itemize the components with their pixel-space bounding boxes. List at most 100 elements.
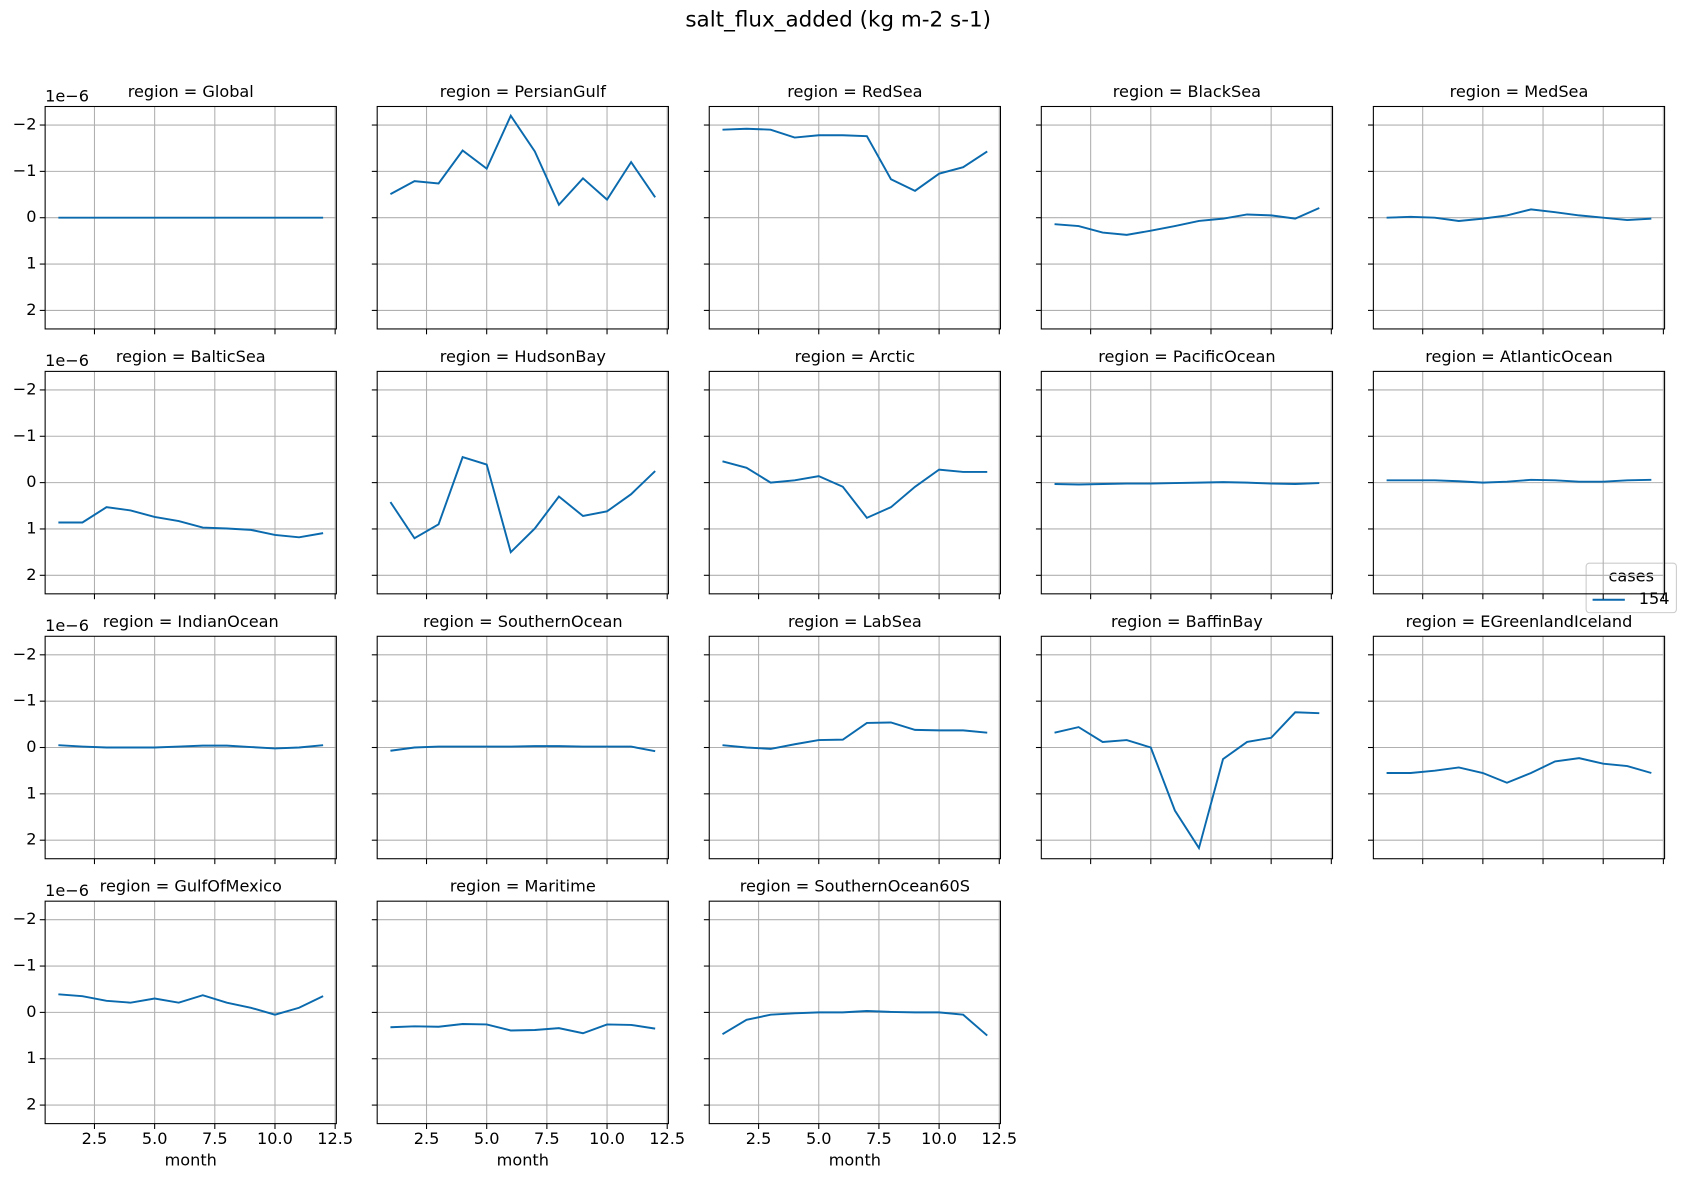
axes-frame [1040, 635, 1334, 860]
subplot: region = BlackSea [1035, 82, 1334, 335]
subplot-title: region = SouthernOcean [423, 612, 623, 631]
offset-text: 1e−6 [45, 351, 89, 370]
data-line [1054, 481, 1320, 486]
subplot: −2 −1 0 1 2 region = Global 1e−6 [13, 82, 337, 335]
x-axis-label: month [497, 1151, 549, 1170]
axes-frame [44, 900, 337, 1125]
subplot: region = PacificOcean [1035, 347, 1334, 600]
x-tick-label: 2.5 [82, 1129, 108, 1148]
x-tick-label: 5.0 [474, 1129, 500, 1148]
y-tick-label: 1 [26, 1048, 36, 1067]
y-tick-label: −2 [13, 644, 37, 663]
subplot: region = SouthernOcean [371, 612, 669, 865]
y-tick-label: 0 [26, 472, 36, 491]
subplot-title: region = GulfOfMexico [100, 877, 282, 896]
subplot-title: region = Global [128, 82, 254, 101]
y-tick-label: −1 [13, 161, 37, 180]
subplot-title: region = BaffinBay [1111, 612, 1263, 631]
data-line [390, 745, 656, 753]
axes-frame [708, 900, 1002, 1125]
subplot-title: region = AtlanticOcean [1425, 347, 1612, 366]
y-tick-label: −1 [13, 691, 37, 710]
x-tick-label: 2.5 [414, 1129, 440, 1148]
data-line [722, 721, 988, 750]
axes-frame [44, 105, 337, 330]
x-axis-label: month [829, 1151, 881, 1170]
axes-frame [376, 105, 669, 330]
y-tick-label: 0 [26, 1002, 36, 1021]
axes-frame [1040, 105, 1334, 330]
data-line [722, 460, 988, 520]
data-line [1054, 207, 1320, 236]
subplot: region = BaffinBay [1035, 612, 1334, 865]
y-tick-label: 2 [26, 565, 36, 584]
data-line [58, 744, 324, 750]
subplot-title: region = Maritime [450, 877, 596, 896]
subplot: 2.5 5.0 7.5 10.0 12.5 region = SouthernOcean6… [703, 877, 1017, 1170]
subplot-title: region = MedSea [1450, 82, 1589, 101]
axes-frame [1372, 635, 1666, 860]
data-line [721, 1010, 988, 1037]
x-tick-label: 12.5 [649, 1129, 685, 1148]
data-line [1386, 757, 1652, 784]
subplot-title: region = IndianOcean [103, 612, 279, 631]
data-line [389, 455, 656, 554]
y-tick-label: 2 [26, 300, 36, 319]
x-tick-label: 7.5 [202, 1129, 228, 1148]
x-tick-label: 5.0 [806, 1129, 832, 1148]
axes-frame [708, 635, 1002, 860]
legend-title: cases [1609, 567, 1654, 586]
y-tick-label: −2 [13, 379, 37, 398]
subplot-title: region = LabSea [788, 612, 922, 631]
x-tick-label: 7.5 [534, 1129, 560, 1148]
y-tick-label: 0 [26, 207, 36, 226]
subplot-title: region = BlackSea [1113, 82, 1261, 101]
data-line [722, 127, 988, 192]
subplot-title: region = RedSea [787, 82, 922, 101]
subplot-title: region = PacificOcean [1098, 347, 1275, 366]
axes-frame [1372, 105, 1666, 330]
y-tick-label: 1 [26, 783, 36, 802]
subplot: region = PersianGulf [371, 82, 669, 335]
data-line [1386, 208, 1652, 222]
y-tick-label: −2 [13, 909, 37, 928]
subplot-title: region = HudsonBay [440, 347, 607, 366]
y-tick-label: 2 [26, 830, 36, 849]
y-tick-label: 2 [26, 1095, 36, 1114]
x-axis-label: month [165, 1151, 217, 1170]
x-tick-label: 2.5 [746, 1129, 772, 1148]
subplot: region = MedSea [1367, 82, 1666, 335]
data-line [58, 993, 324, 1016]
data-line [1054, 711, 1320, 851]
offset-text: 1e−6 [45, 86, 89, 105]
offset-text: 1e−6 [45, 881, 89, 900]
subplot-title: region = BalticSea [116, 347, 266, 366]
subplot: region = HudsonBay [371, 347, 669, 600]
x-tick-label: 10.0 [257, 1129, 293, 1148]
axes-frame [44, 635, 337, 860]
subplot-title: region = Arctic [795, 347, 915, 366]
subplot: 2.5 5.0 7.5 10.0 12.5 region = Maritime month [371, 877, 685, 1170]
x-tick-label: 12.5 [317, 1129, 353, 1148]
y-tick-label: 1 [26, 518, 36, 537]
subplot-title: region = PersianGulf [440, 82, 606, 101]
subplot: region = RedSea [703, 82, 1002, 335]
figure-title: salt_flux_added (kg m-2 s-1) [685, 8, 991, 33]
subplot: −2 −1 0 1 2 region = IndianOcean 1e−6 [13, 612, 337, 865]
data-line [389, 113, 656, 207]
x-tick-label: 10.0 [921, 1129, 957, 1148]
axes-frame [1040, 370, 1334, 595]
subplot: region = EGreenlandIceland [1367, 612, 1666, 865]
y-tick-label: 0 [26, 737, 36, 756]
axes-frame [376, 900, 669, 1125]
axes-frame [44, 370, 337, 595]
x-tick-label: 5.0 [142, 1129, 168, 1148]
data-line [1386, 478, 1652, 484]
subplot: −2 −1 0 1 2 2.5 5.0 7.5 10.0 12.5 region = GulfOfM… [13, 877, 353, 1170]
subplot: region = Arctic [703, 347, 1002, 600]
subplot: region = AtlanticOcean [1367, 347, 1666, 600]
y-tick-label: −2 [13, 115, 37, 134]
